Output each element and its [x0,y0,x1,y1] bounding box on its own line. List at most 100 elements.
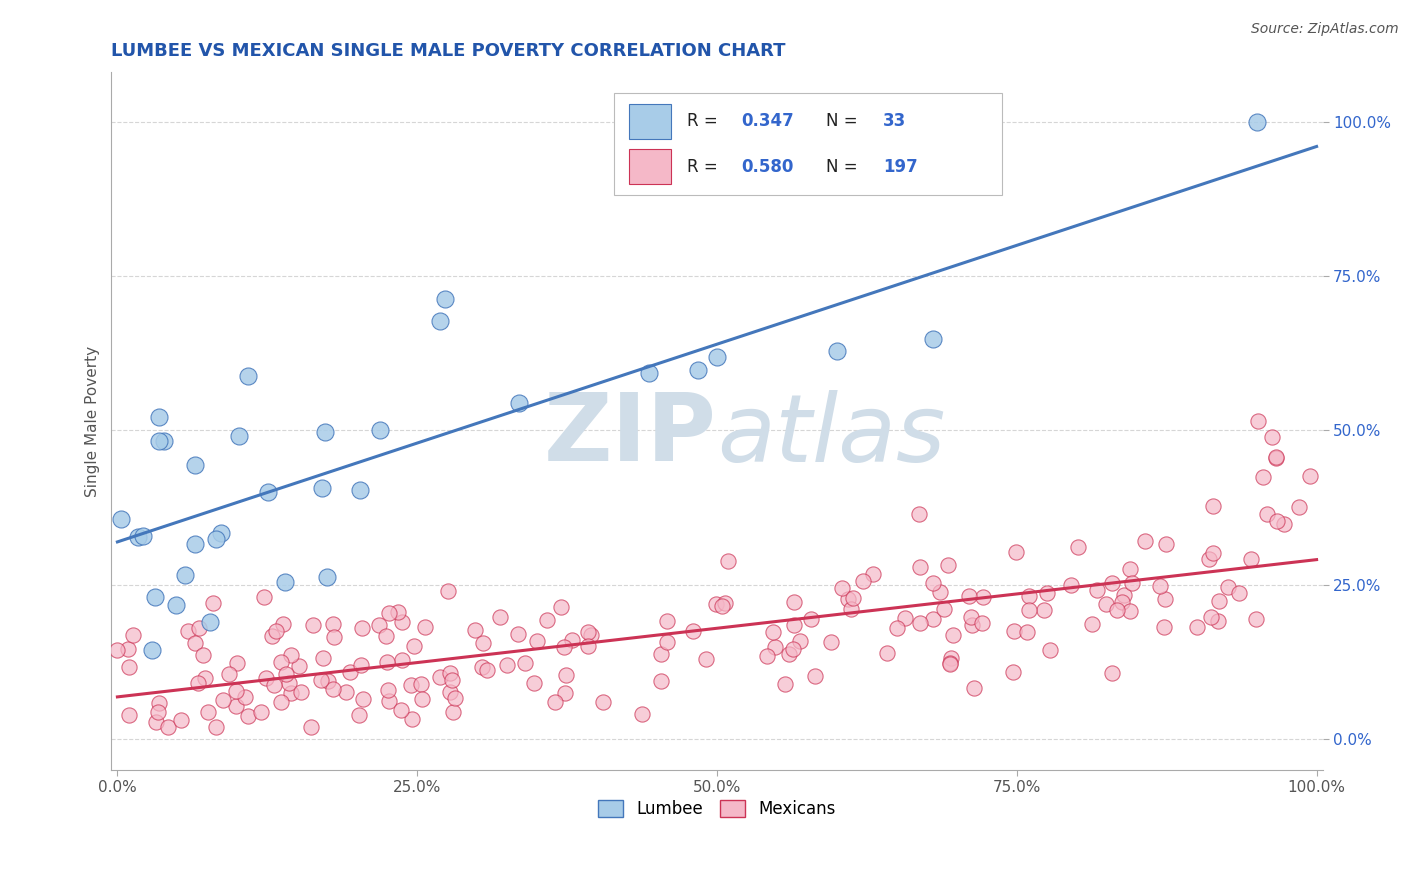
FancyBboxPatch shape [628,103,671,138]
Point [270,695,292,709]
Point [274,574,297,589]
Point [508,627,530,641]
Point [316,570,339,584]
Point [165,598,187,612]
Point [650,673,672,688]
Point [270,655,292,669]
Point [156,720,179,734]
Point [695,652,717,666]
Point [942,628,965,642]
Point [1298,468,1320,483]
Point [288,659,311,673]
Point [441,705,464,719]
Point [782,642,804,657]
Point [277,676,299,690]
Point [322,616,344,631]
Point [1265,450,1288,464]
Point [773,677,796,691]
Point [576,640,599,654]
Point [1261,430,1284,444]
Point [148,697,170,711]
Point [837,592,859,607]
Point [763,640,786,654]
Point [1154,591,1177,606]
Point [236,369,259,384]
Point [225,656,247,670]
Point [187,676,209,690]
Point [122,627,145,641]
Point [932,602,955,616]
Point [1032,603,1054,617]
FancyBboxPatch shape [614,94,1001,194]
Point [1111,595,1133,609]
Point [153,434,176,448]
Point [439,685,461,699]
Point [235,690,257,705]
Point [936,558,959,572]
Point [655,635,678,649]
FancyBboxPatch shape [628,149,671,184]
Point [402,639,425,653]
Point [523,676,546,690]
Point [1036,586,1059,600]
Point [1156,537,1178,551]
Point [842,591,865,606]
Text: LUMBEE VS MEXICAN SINGLE MALE POVERTY CORRELATION CHART: LUMBEE VS MEXICAN SINGLE MALE POVERTY CO… [111,42,786,60]
Point [1101,665,1123,680]
Point [299,720,322,734]
Point [238,708,260,723]
Point [554,686,576,700]
Point [1227,586,1250,600]
Point [1239,552,1261,566]
Point [254,671,277,685]
Point [1004,624,1026,639]
Point [1201,500,1223,514]
Point [1206,615,1229,629]
Point [187,621,209,635]
Point [1264,451,1286,466]
Point [1253,470,1275,484]
Text: 0.580: 0.580 [741,158,793,176]
Point [350,657,373,672]
Point [1216,580,1239,594]
Point [316,674,339,689]
Point [411,692,433,706]
Point [309,673,332,688]
Point [464,623,486,637]
Point [350,621,373,635]
Text: atlas: atlas [717,390,945,481]
Point [960,618,983,632]
Point [1060,578,1083,592]
Point [191,648,214,662]
Point [561,633,583,648]
Point [148,409,170,424]
Point [939,657,962,671]
Text: R =: R = [686,158,723,176]
Point [471,636,494,650]
Text: Source: ZipAtlas.com: Source: ZipAtlas.com [1251,22,1399,37]
Point [335,685,357,699]
Point [253,590,276,604]
Point [1018,589,1040,603]
Point [110,512,132,526]
Point [127,530,149,544]
Text: ZIP: ZIP [544,389,717,481]
Point [839,602,862,616]
Point [783,594,806,608]
Point [876,646,898,660]
Point [1265,514,1288,528]
Point [367,617,389,632]
Point [290,685,312,699]
Point [526,634,548,648]
Point [1101,576,1123,591]
Point [706,350,728,364]
Point [711,599,734,613]
Point [1149,579,1171,593]
Point [391,615,413,629]
Point [444,691,467,706]
Point [312,651,335,665]
Point [322,682,344,697]
Point [778,647,800,661]
Point [1153,620,1175,634]
Point [554,668,576,682]
